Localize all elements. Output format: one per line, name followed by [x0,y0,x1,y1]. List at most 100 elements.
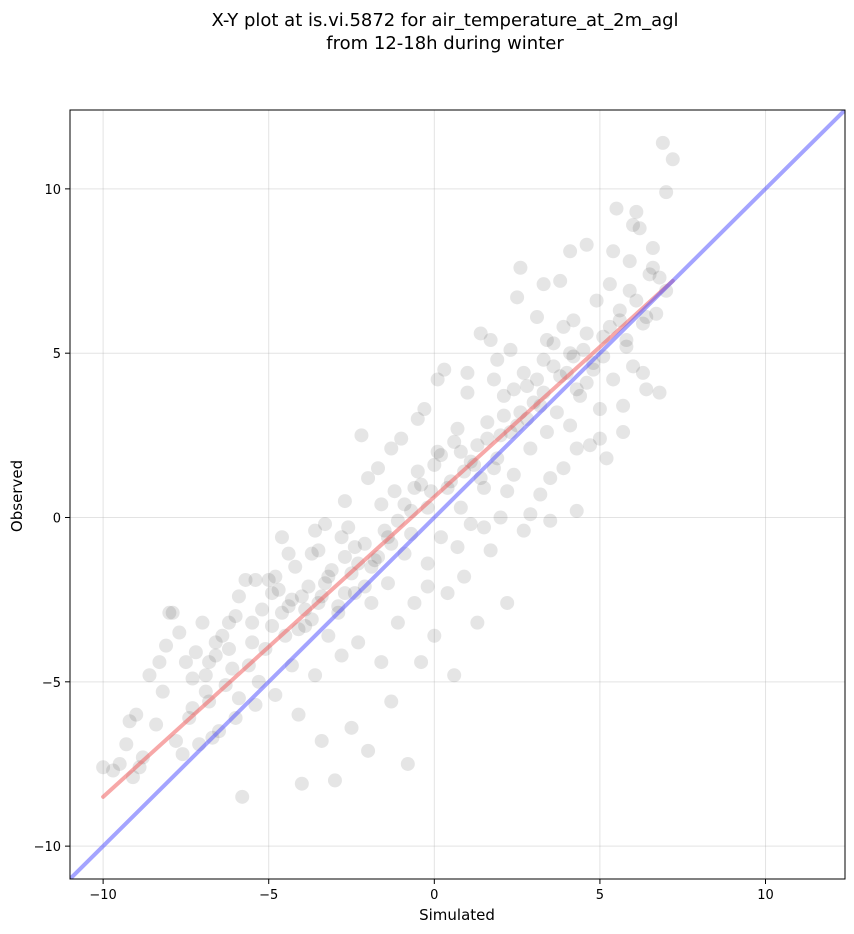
scatter-point [291,707,306,722]
scatter-point [622,283,637,298]
scatter-point [374,497,389,512]
scatter-point [629,293,644,308]
scatter-point [430,372,445,387]
scatter-point [569,503,584,518]
scatter-point [510,290,525,305]
scatter-point [168,733,183,748]
scatter-point [321,628,336,643]
y-tick-label: 0 [53,512,61,527]
scatter-point [397,497,412,512]
y-axis-label: Observed [8,460,26,532]
scatter-point [304,612,319,627]
scatter-point [149,717,164,732]
scatter-point [642,267,657,282]
scatter-point [390,615,405,630]
scatter-point [265,618,280,633]
scatter-point [473,326,488,341]
scatter-point [556,319,571,334]
scatter-point [433,530,448,545]
scatter-point [274,605,289,620]
scatter-point [470,438,485,453]
scatter-point [274,530,289,545]
scatter-point [500,595,515,610]
scatter-point [178,655,193,670]
scatter-point [414,477,429,492]
scatter-point [500,484,515,499]
scatter-point [225,661,240,676]
scatter-point [387,484,402,499]
scatter-point [539,425,554,440]
scatter-point [626,218,641,233]
scatter-point [539,333,554,348]
scatter-point [556,461,571,476]
scatter-point [268,569,283,584]
scatter-point [433,448,448,463]
scatter-point [612,303,627,318]
scatter-point [440,480,455,495]
scatter-point [374,655,389,670]
scatter-point [248,572,263,587]
scatter-point [652,270,667,285]
scatter-point [106,763,121,778]
scatter-point [546,336,561,351]
scatter-point [417,402,432,417]
chart-title-line-1: X-Y plot at is.vi.5872 for air_temperatu… [211,10,678,31]
scatter-point [616,425,631,440]
scatter-point [152,655,167,670]
scatter-point [175,747,190,762]
scatter-point [506,382,521,397]
scatter-point [626,359,641,374]
scatter-point [635,365,650,380]
scatter-point [453,444,468,459]
scatter-point [400,756,415,771]
x-axis-label: Simulated [419,906,495,924]
scatter-point [221,615,236,630]
scatter-point [132,760,147,775]
scatter-point [460,385,475,400]
y-tick-label: −5 [42,676,61,691]
scatter-point [351,635,366,650]
scatter-point [476,520,491,535]
scatter-point [566,313,581,328]
scatter-point [546,359,561,374]
scatter-point [493,510,508,525]
scatter-point [198,684,213,699]
scatter-point [599,451,614,466]
scatter-point [476,480,491,495]
scatter-point [324,563,339,578]
scatter-point [384,441,399,456]
scatter-point [427,457,442,472]
scatter-point [122,714,137,729]
scatter-point [529,310,544,325]
scatter-point [195,615,210,630]
x-tick-label: 5 [596,888,604,903]
scatter-point [549,405,564,420]
scatter-point [314,733,329,748]
scatter-point [364,559,379,574]
scatter-point [430,444,445,459]
scatter-point [639,382,654,397]
y-tick-label: 10 [44,183,61,198]
scatter-point [281,546,296,561]
scatter-point [231,589,246,604]
scatter-point [231,691,246,706]
scatter-point [447,668,462,683]
scatter-point [586,362,601,377]
scatter-point [483,543,498,558]
scatter-point [380,576,395,591]
scatter-point [162,605,177,620]
scatter-point [447,434,462,449]
axis-ticks: −10 −5 0 5 10 −10 −5 0 5 10 [34,183,774,903]
scatter-point [553,273,568,288]
scatter-point [371,461,386,476]
scatter-point [238,572,253,587]
scatter-point [523,441,538,456]
scatter-point [496,388,511,403]
scatter-point [569,441,584,456]
scatter-point [622,254,637,269]
scatter-point [483,333,498,348]
x-tick-label: 10 [757,888,774,903]
scatter-point [384,694,399,709]
scatter-point [592,431,607,446]
